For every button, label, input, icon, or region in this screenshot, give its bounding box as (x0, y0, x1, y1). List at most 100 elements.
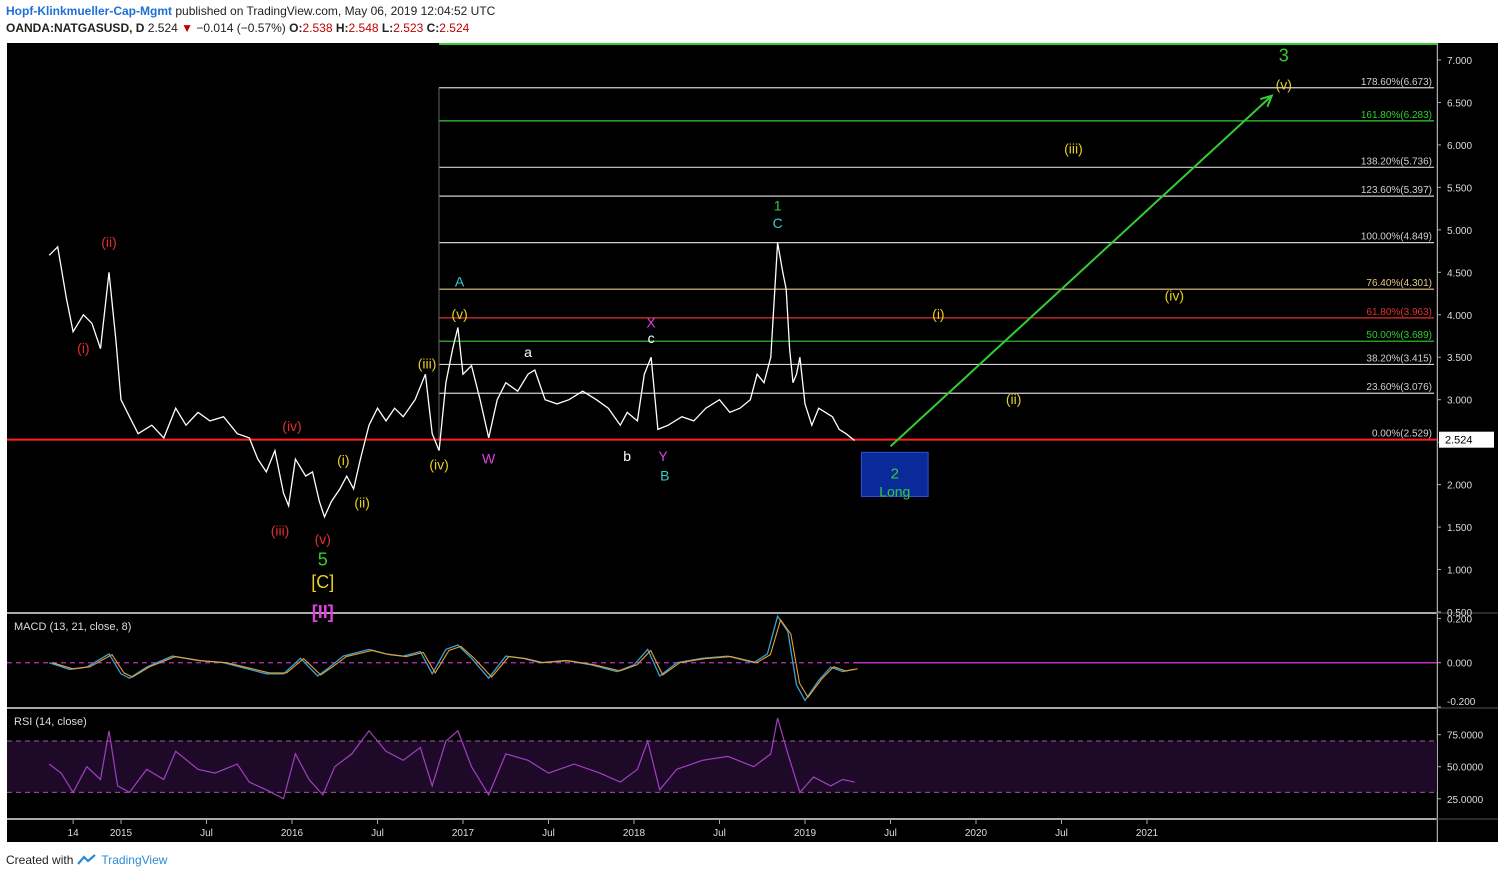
price-line (48, 242, 856, 519)
macd-title: MACD (13, 21, close, 8) (14, 621, 131, 633)
close-label: C: (426, 21, 440, 35)
fib-level-label: 178.60%(6.673) (1361, 77, 1432, 88)
wave-label: (v) (315, 531, 331, 547)
created-with-text: Created with (6, 853, 74, 867)
target-arrowhead (1260, 94, 1274, 108)
target-box-label: Long (879, 483, 910, 499)
wave-label: B (660, 467, 669, 483)
wave-label: (v) (1276, 77, 1292, 93)
fib-level-label: 100.00%(4.849) (1361, 232, 1432, 243)
wave-label: (i) (77, 340, 89, 356)
wave-label: (i) (932, 306, 944, 322)
price-tick-label: 2.000 (1447, 481, 1472, 492)
rsi-tick-label: 75.0000 (1447, 731, 1484, 742)
wave-label: (iv) (429, 456, 448, 472)
macd-tick-label: 0.000 (1447, 659, 1472, 670)
low-value: 2.523 (393, 21, 424, 35)
time-tick-label: 2020 (965, 828, 988, 839)
fib-level-label: 50.00%(3.689) (1366, 330, 1432, 341)
open-value: 2.538 (302, 21, 333, 35)
footer: Created with TradingView (6, 853, 167, 867)
time-tick-label: 2015 (110, 828, 133, 839)
macd-pane (7, 614, 1437, 707)
publish-info: Hopf-Klinkmueller-Cap-Mgmt published on … (6, 4, 495, 18)
wave-label: 5 (318, 549, 328, 569)
wave-label: X (646, 315, 656, 331)
rsi-line (48, 717, 855, 800)
fib-level-label: 76.40%(4.301) (1366, 278, 1432, 289)
wave-label: (v) (451, 306, 467, 322)
rsi-title: RSI (14, close) (14, 716, 87, 728)
macd-signal-line (52, 618, 858, 699)
tradingview-logo-icon (77, 854, 97, 865)
last-price: 2.524 (147, 21, 178, 35)
target-arrow (889, 94, 1273, 448)
fib-level-label: 0.00%(2.529) (1372, 429, 1432, 440)
price-tick-label: 4.000 (1447, 311, 1472, 322)
wave-label: b (623, 448, 631, 464)
wave-label: 1 (774, 197, 782, 213)
fib-level-label: 61.80%(3.963) (1366, 307, 1432, 318)
low-label: L: (381, 21, 394, 35)
time-tick-label: Jul (884, 828, 897, 839)
close-value: 2.524 (439, 21, 470, 35)
price-tick-label: 5.500 (1447, 183, 1472, 194)
time-tick-label: 2016 (281, 828, 304, 839)
rsi-band (7, 741, 1437, 793)
open-label: O: (289, 21, 303, 35)
target-box (860, 451, 929, 498)
price-tick-label: 6.500 (1447, 98, 1472, 109)
wave-label: (ii) (101, 234, 117, 250)
time-axis-pane (7, 820, 1437, 842)
author-link[interactable]: Hopf-Klinkmueller-Cap-Mgmt (6, 4, 172, 18)
time-tick-label: Jul (371, 828, 384, 839)
last-price-tag (1439, 431, 1494, 448)
time-tick-label: Jul (1055, 828, 1068, 839)
time-tick-label: 2017 (452, 828, 475, 839)
time-tick-label: Jul (713, 828, 726, 839)
fib-level-label: 23.60%(3.076) (1366, 382, 1432, 393)
price-tick-label: 1.000 (1447, 566, 1472, 577)
time-tick-label: 2019 (794, 828, 817, 839)
wave-label: Y (658, 448, 668, 464)
rsi-tick-label: 25.0000 (1447, 795, 1484, 806)
wave-label: (iii) (1064, 140, 1083, 156)
time-tick-label: Jul (542, 828, 555, 839)
time-tick-label: 2018 (623, 828, 646, 839)
time-tick-label: 14 (68, 828, 80, 839)
symbol-legend: OANDA:NATGASUSD, D 2.524 ▼ −0.014 (−0.57… (6, 21, 469, 35)
price-tick-label: 3.500 (1447, 353, 1472, 364)
price-tick-label: 1.500 (1447, 523, 1472, 534)
price-tick-label: 6.000 (1447, 141, 1472, 152)
published-text: published on TradingView.com, May 06, 20… (175, 4, 496, 18)
wave-label: (ii) (1006, 391, 1022, 407)
tradingview-link[interactable]: TradingView (101, 853, 168, 867)
wave-label: C (773, 215, 783, 231)
high-label: H: (335, 21, 349, 35)
time-tick-label: 2021 (1136, 828, 1159, 839)
wave-label: W (482, 450, 496, 466)
price-tick-label: 3.000 (1447, 396, 1472, 407)
fib-level-label: 138.20%(5.736) (1361, 156, 1432, 167)
wave-label: [II] (312, 602, 334, 622)
price-tick-label: 0.500 (1447, 608, 1472, 619)
wave-label: c (648, 330, 655, 346)
rsi-tick-label: 50.0000 (1447, 763, 1484, 774)
wave-label: A (455, 274, 465, 290)
price-pane (7, 43, 1437, 612)
down-arrow-icon: ▼ (181, 21, 194, 35)
last-price-tag-label: 2.524 (1445, 435, 1473, 447)
price-tick-label: 4.500 (1447, 268, 1472, 279)
fib-level-label: 38.20%(3.415) (1366, 353, 1432, 364)
price-chart[interactable]: 7.000 6.500 6.000 5.500 5.000 4.500 4.000 3.500… (0, 40, 1500, 845)
high-value: 2.548 (348, 21, 379, 35)
wave-label: [C] (311, 572, 334, 592)
wave-label: (iv) (282, 418, 301, 434)
wave-label: a (524, 344, 532, 360)
wave-label: 3 (1279, 46, 1289, 66)
wave-label: (iv) (1165, 287, 1184, 303)
macd-tick-label: 0.200 (1447, 614, 1472, 625)
wave-label: (i) (337, 452, 349, 468)
fib-level-label: 161.80%(6.283) (1361, 110, 1432, 121)
price-tick-label: 5.000 (1447, 226, 1472, 237)
